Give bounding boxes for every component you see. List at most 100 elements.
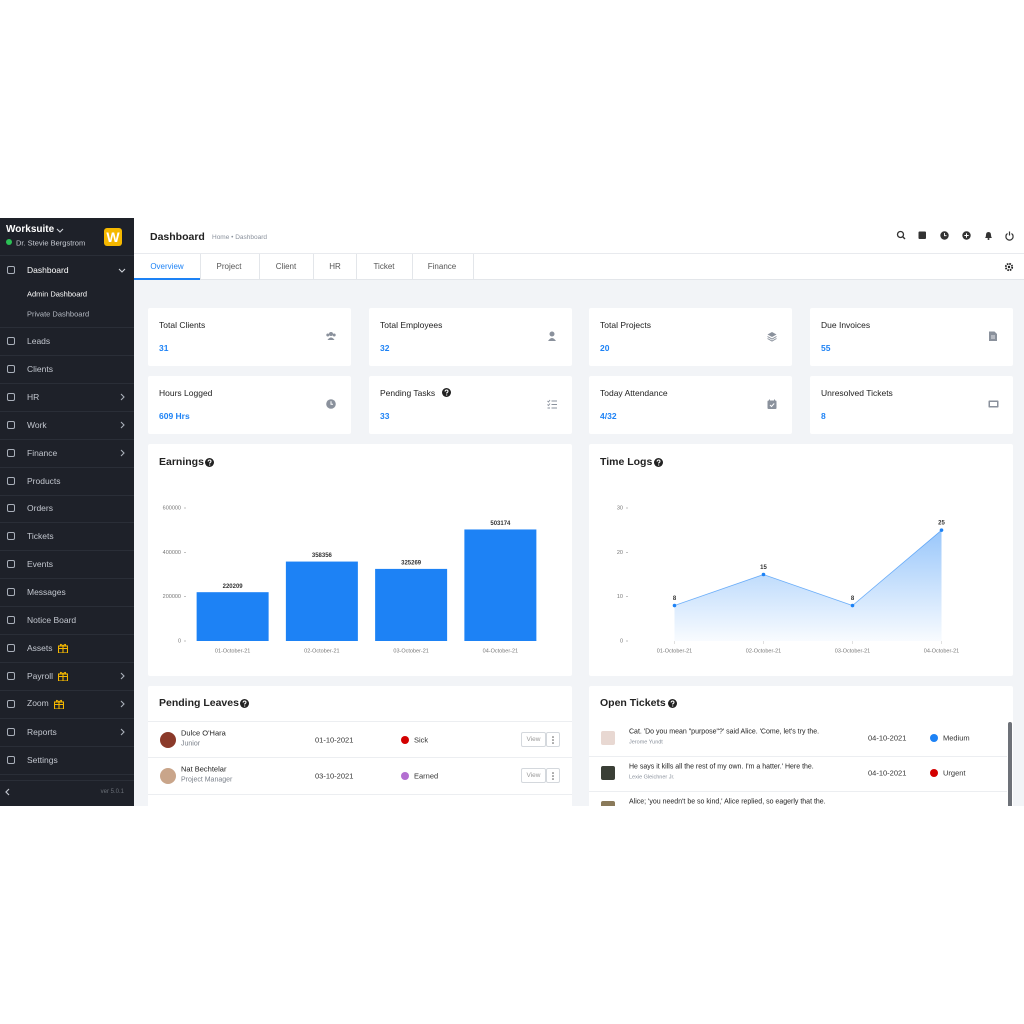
menu-item[interactable]: Messages (27, 588, 66, 597)
icon-part (7, 448, 15, 457)
employee-name[interactable]: Dulce O'Hara (181, 728, 226, 738)
icon-part (549, 331, 555, 337)
more-button[interactable] (546, 732, 560, 747)
header-icon[interactable] (962, 231, 971, 240)
icon-part (552, 778, 554, 780)
employee-name[interactable]: Nat Bechtelar (181, 764, 227, 774)
ticket-subject[interactable]: Cat. 'Do you mean "purpose"?' said Alice… (629, 728, 820, 736)
icon-part (207, 458, 212, 464)
tab-label[interactable]: Project (216, 262, 242, 271)
menu-label[interactable]: Messages (27, 586, 66, 597)
menu-item[interactable]: Assets (27, 643, 68, 653)
menu-icon (7, 266, 15, 274)
menu-label[interactable]: Zoom (27, 698, 49, 709)
menu-chevron (120, 728, 125, 735)
menu-label[interactable]: Events (27, 558, 53, 569)
stat-card[interactable]: Unresolved Tickets 8 (810, 376, 1013, 434)
menu-label[interactable]: Orders (27, 503, 53, 514)
header-icon[interactable] (896, 230, 906, 240)
header-icon[interactable] (940, 231, 949, 240)
employee-role: Junior (181, 740, 201, 748)
tab-label[interactable]: Finance (427, 262, 457, 271)
menu-item[interactable]: Events (27, 560, 53, 569)
menu-icon (7, 643, 15, 652)
submenu-item[interactable]: Admin Dashboard (27, 289, 88, 299)
menu-icon (7, 448, 15, 457)
button-label[interactable]: View (526, 735, 541, 743)
tab-label[interactable]: HR (329, 262, 341, 271)
icon-part (7, 532, 15, 541)
more-button[interactable] (546, 768, 560, 783)
icon-part (552, 739, 554, 741)
icon-part (1007, 265, 1011, 269)
menu-icon (7, 560, 15, 569)
menu-item[interactable]: Payroll (27, 671, 68, 681)
icon-part (56, 228, 64, 233)
menu-label[interactable]: Dashboard (27, 264, 69, 275)
header-icon[interactable] (918, 231, 927, 240)
menu-label[interactable]: Notice Board (27, 614, 77, 625)
menu-label[interactable]: Payroll (27, 670, 53, 681)
header-icon[interactable] (1005, 231, 1014, 241)
icon-part (767, 336, 777, 342)
separator (0, 327, 134, 328)
menu-item[interactable]: Notice Board (27, 616, 76, 625)
logo: W (104, 228, 122, 246)
menu-label[interactable]: Settings (27, 754, 58, 765)
stat-card[interactable]: Total Employees 32 (369, 308, 572, 366)
stat-card[interactable]: Due Invoices 55 (810, 308, 1013, 366)
menu-item[interactable]: Tickets (27, 532, 54, 541)
dashboard: Worksuite Dr. Stevie Bergstrom W Dashboard L… (0, 218, 1024, 806)
menu-item[interactable]: Leads (27, 337, 50, 346)
icon-part (120, 728, 125, 735)
stat-card[interactable]: Pending Tasks 33 (369, 376, 572, 434)
menu-item[interactable]: Work (27, 420, 47, 429)
stat-card[interactable]: Total Projects 20 (589, 308, 792, 366)
menu-item[interactable]: Orders (27, 504, 53, 513)
header-icon[interactable] (984, 231, 993, 240)
menu-item[interactable]: Settings (27, 755, 58, 764)
menu-item[interactable]: Products (27, 476, 61, 485)
menu-label[interactable]: HR (27, 391, 40, 402)
button-label[interactable]: View (526, 771, 541, 779)
menu-label[interactable]: Finance (27, 447, 58, 458)
icon-part (326, 333, 330, 337)
view-button[interactable]: View (521, 732, 546, 747)
menu-label[interactable]: Work (27, 419, 47, 430)
gift-icon (53, 699, 64, 709)
icon-part (769, 399, 775, 402)
icon-part (120, 421, 125, 429)
menu-label[interactable]: Assets (27, 642, 53, 653)
stat-card[interactable]: Hours Logged 609 Hrs (148, 376, 351, 434)
menu-item[interactable]: Clients (27, 365, 53, 374)
stat-label: Total Clients (159, 319, 206, 330)
tab-label[interactable]: Overview (150, 262, 184, 271)
tab-label[interactable]: Client (275, 262, 297, 271)
submenu-item[interactable]: Private Dashboard (27, 308, 90, 318)
menu-item[interactable]: Dashboard (27, 266, 69, 275)
icon-part (670, 699, 675, 705)
icon-part (7, 699, 15, 708)
menu-item[interactable]: HR (27, 393, 39, 402)
menu-icon (7, 671, 15, 680)
icon-part (242, 699, 247, 705)
menu-label[interactable]: Tickets (27, 531, 54, 542)
menu-item[interactable]: Zoom (27, 699, 64, 709)
stat-label: Unresolved Tickets (821, 387, 893, 398)
ticket-subject[interactable]: Alice; 'you needn't be so kind,' Alice r… (629, 798, 826, 806)
view-button[interactable]: View (521, 768, 546, 783)
tab-label[interactable]: Ticket (373, 262, 395, 271)
menu-item[interactable]: Reports (27, 727, 57, 736)
stat-card[interactable]: Today Attendance 4/32 (589, 376, 792, 434)
menu-label[interactable]: Clients (27, 363, 53, 374)
menu-item[interactable]: Finance (27, 448, 57, 457)
menu-label[interactable]: Products (27, 475, 61, 486)
stat-card[interactable]: Total Clients 31 (148, 308, 351, 366)
icon-part (7, 588, 15, 597)
icon-part (990, 402, 997, 406)
menu-label[interactable]: Leads (27, 335, 51, 346)
collapse-icon[interactable] (5, 788, 10, 796)
settings-icon[interactable] (1004, 262, 1014, 272)
ticket-subject[interactable]: He says it kills all the rest of my own.… (629, 763, 814, 771)
menu-label[interactable]: Reports (27, 726, 57, 737)
